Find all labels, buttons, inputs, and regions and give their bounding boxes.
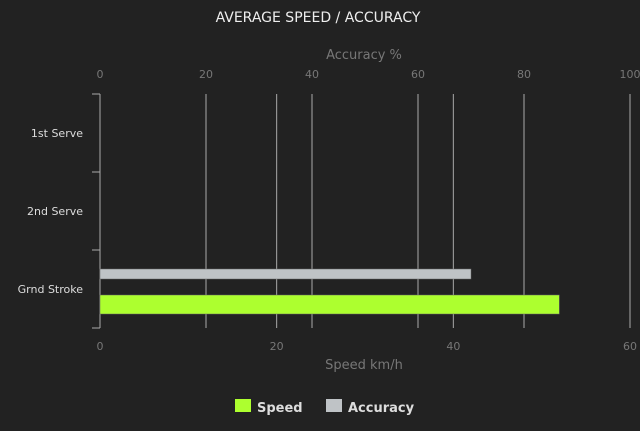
category-label: 1st Serve [31, 127, 83, 140]
legend-swatch-speed [235, 399, 251, 412]
bottom-tick-label: 60 [623, 340, 637, 353]
top-tick-label: 60 [411, 68, 425, 81]
top-tick-label: 0 [97, 68, 104, 81]
category-label: 2nd Serve [27, 205, 83, 218]
chart-title: AVERAGE SPEED / ACCURACY [216, 10, 421, 26]
top-tick-label: 80 [517, 68, 531, 81]
bar-speed [100, 295, 559, 314]
bottom-axis-label: Speed km/h [325, 358, 403, 373]
legend-label-speed[interactable]: Speed [257, 401, 303, 416]
top-axis-label: Accuracy % [326, 48, 402, 63]
bottom-tick-label: 20 [270, 340, 284, 353]
bar-accuracy [100, 269, 471, 279]
legend-swatch-accuracy [326, 399, 342, 412]
bottom-tick-label: 40 [446, 340, 460, 353]
legend: Speed Accuracy [235, 399, 415, 416]
legend-label-accuracy[interactable]: Accuracy [348, 401, 415, 416]
top-tick-label: 20 [199, 68, 213, 81]
top-tick-label: 40 [305, 68, 319, 81]
category-label: Grnd Stroke [18, 283, 84, 296]
top-tick-label: 100 [620, 68, 640, 81]
bottom-tick-label: 0 [97, 340, 104, 353]
